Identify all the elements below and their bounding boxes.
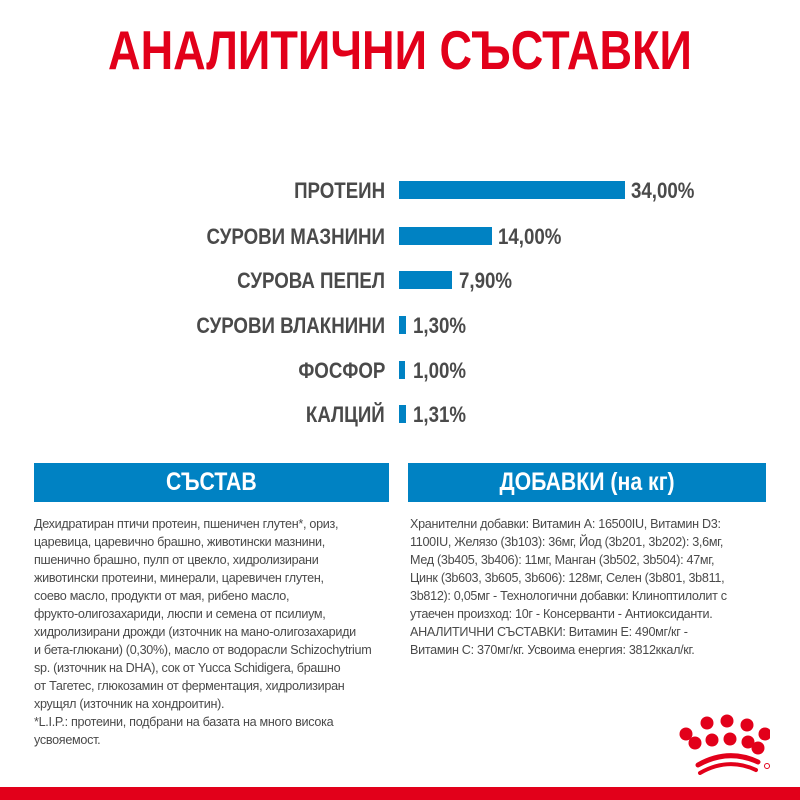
text-line: *L.I.P.: протеини, подбрани на базата на… — [34, 715, 334, 729]
composition-header-label: СЪСТАВ — [166, 468, 257, 496]
bar — [399, 227, 492, 245]
row-label: СУРОВИ ВЛАКНИНИ — [196, 313, 385, 338]
text-line: усвояемост. — [34, 733, 101, 747]
chart-row-fiber: СУРОВИ ВЛАКНИНИ 1,30% — [0, 311, 800, 341]
text-line: соево масло, продукти от мая, рибено мас… — [34, 589, 290, 603]
crown-logo-icon — [679, 714, 770, 775]
bar — [399, 181, 625, 199]
text-line: пшенично брашно, пулп от цвекло, хидроли… — [34, 553, 319, 567]
row-value: 1,00% — [413, 358, 467, 383]
bar — [399, 361, 405, 379]
page-title: АНАЛИТИЧНИ СЪСТАВКИ — [108, 19, 692, 81]
row-label: КАЛЦИЙ — [306, 402, 385, 427]
text-line: 3b812): 0,05мг - Технологични добавки: К… — [410, 589, 727, 603]
chart-row-phosphorus: ФОСФОР 1,00% — [0, 356, 800, 386]
text-line: АНАЛИТИЧНИ СЪСТАВКИ: Витамин Е: 490мг/кг… — [410, 625, 688, 639]
text-line: Мед (3b405, 3b406): 11мг, Манган (3b502,… — [410, 553, 715, 567]
text-line: 1100IU, Желязо (3b103): 36мг, Йод (3b201… — [410, 535, 724, 549]
text-line: и бета-глюкани) (0,30%), масло от водора… — [34, 643, 372, 657]
row-label: ПРОТЕИН — [293, 178, 385, 203]
nutrient-bar-chart: ПРОТЕИН 34,00% СУРОВИ МАЗНИНИ 14,00% СУР… — [0, 176, 800, 430]
bar — [399, 405, 406, 423]
chart-row-fat: СУРОВИ МАЗНИНИ 14,00% — [0, 222, 800, 252]
text-line: от Тагетес, глюкозамин от ферментация, х… — [34, 679, 345, 693]
chart-row-calcium: КАЛЦИЙ 1,31% — [0, 400, 800, 430]
composition-text: Дехидратиран птичи протеин, пшеничен глу… — [34, 515, 404, 749]
bar — [399, 271, 452, 289]
text-line: хидролизирани дрожди (източник на мано-о… — [34, 625, 356, 639]
chart-row-protein: ПРОТЕИН 34,00% — [0, 176, 800, 206]
text-line: Дехидратиран птичи протеин, пшеничен глу… — [34, 517, 339, 531]
text-line: Цинк (3b603, 3b605, 3b606): 128мг, Селен… — [410, 571, 725, 585]
additives-text: Хранителни добавки: Витамин А: 16500IU, … — [410, 515, 790, 659]
additives-header-label: ДОБАВКИ (на кг) — [499, 468, 675, 496]
additives-header: ДОБАВКИ (на кг) — [408, 463, 766, 502]
row-value: 1,30% — [413, 313, 467, 338]
text-line: царевица, царевично брашно, животински м… — [34, 535, 325, 549]
bar — [399, 316, 406, 334]
footer-bar — [0, 787, 800, 800]
row-value: 1,31% — [413, 402, 467, 427]
text-line: фрукто-олигозахариди, люспи и семена от … — [34, 607, 326, 621]
row-value: 34,00% — [631, 178, 695, 203]
row-label: ФОСФОР — [298, 358, 385, 383]
text-line: животински протеини, минерали, царевичен… — [34, 571, 324, 585]
text-line: Витамин С: 370мг/кг. Усвоима енергия: 38… — [410, 643, 695, 657]
row-label: СУРОВИ МАЗНИНИ — [206, 224, 386, 249]
text-line: хрущял (източник на хондроитин). — [34, 697, 225, 711]
composition-header: СЪСТАВ — [34, 463, 389, 502]
row-label: СУРОВА ПЕПЕЛ — [237, 268, 385, 293]
text-line: утаечен произход: 10г - Консерванти - Ан… — [410, 607, 713, 621]
text-line: sp. (източник на DHA), сок от Yucca Schi… — [34, 661, 341, 675]
chart-row-ash: СУРОВА ПЕПЕЛ 7,90% — [0, 266, 800, 296]
row-value: 14,00% — [498, 224, 562, 249]
row-value: 7,90% — [459, 268, 513, 293]
text-line: Хранителни добавки: Витамин А: 16500IU, … — [410, 517, 721, 531]
